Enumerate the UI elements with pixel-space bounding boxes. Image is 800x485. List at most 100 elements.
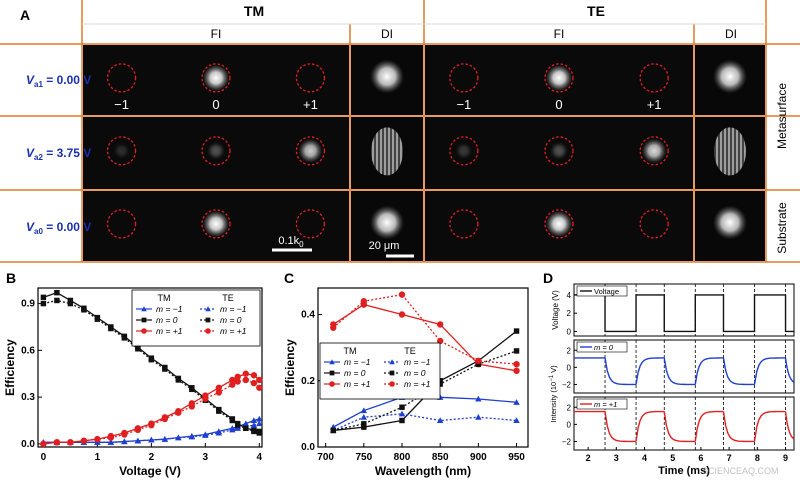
- diffraction-spot: [202, 210, 230, 238]
- data-point: [175, 377, 182, 383]
- panel-b: B 0 1 2 3 4 0.0 0.3 0.6 0.9 Voltage (V) Efficiency…: [3, 270, 263, 478]
- data-point: [141, 328, 147, 334]
- legend-header: TM: [158, 293, 171, 303]
- data-point: [121, 438, 128, 445]
- data-point: [53, 439, 61, 446]
- data-point: [234, 373, 241, 381]
- panel-a-label: A: [20, 7, 30, 23]
- legend-box: [576, 285, 628, 297]
- order-circle: [449, 209, 479, 239]
- x-axis-label: Voltage (V): [119, 464, 181, 478]
- data-point: [134, 426, 142, 434]
- y-tick-label: 0.0: [301, 442, 315, 453]
- x-tick-label: 3: [614, 453, 619, 463]
- x-tick-label: 5: [670, 453, 675, 463]
- data-point: [389, 359, 395, 365]
- y-axis-label: Efficiency: [3, 339, 17, 396]
- tm-di-header: DI: [381, 27, 393, 41]
- x-tick-label: 1: [95, 452, 101, 463]
- diffraction-spot: [550, 141, 568, 160]
- y-tick-label: 0: [567, 327, 572, 336]
- data-point: [513, 328, 520, 334]
- data-point: [229, 381, 236, 388]
- data-point: [243, 425, 249, 432]
- series-line: [333, 330, 517, 432]
- data-point: [436, 417, 444, 424]
- data-point: [215, 384, 223, 391]
- legend-header: TE: [222, 293, 234, 303]
- y-tick-label: 0: [567, 420, 572, 429]
- x-tick-label: 900: [470, 452, 487, 463]
- x-tick-label: 750: [355, 452, 372, 463]
- data-point: [250, 417, 258, 424]
- x-tick-label: 8: [755, 453, 760, 463]
- data-point: [80, 437, 88, 444]
- data-point: [436, 321, 444, 328]
- data-point: [141, 317, 147, 323]
- data-point: [107, 439, 115, 445]
- x-tick-label: 800: [394, 452, 411, 463]
- signal-trace: [574, 410, 795, 443]
- data-point: [40, 300, 47, 307]
- y-tick-label: 4: [567, 291, 572, 300]
- order-circle: [201, 136, 231, 166]
- data-point: [205, 328, 211, 334]
- panel-a-images: −1 0 +1 −1 0 +1 0.1k0 20 μm: [83, 45, 765, 261]
- data-point: [216, 408, 222, 414]
- legend-label: m = +1: [156, 326, 183, 336]
- scalebar-um-label: 20 μm: [369, 240, 400, 252]
- row-label-va0: Va0 = 0.00 V: [26, 220, 91, 236]
- legend-label: Voltage: [594, 287, 619, 296]
- watermark: SCIENCEAQ.COM: [702, 466, 779, 476]
- data-point: [242, 370, 250, 377]
- data-point: [54, 289, 60, 296]
- data-point: [513, 367, 520, 375]
- data-point: [256, 384, 263, 391]
- order-label: 0: [555, 97, 562, 112]
- y-tick-label: 2: [567, 346, 572, 355]
- x-tick-label: 9: [783, 453, 788, 463]
- order-circle: [449, 63, 479, 93]
- legend-header: TE: [404, 346, 416, 356]
- te-header: TE: [587, 3, 605, 19]
- data-point: [256, 430, 263, 436]
- y-axis-label: Efficiency: [283, 339, 297, 396]
- order-label: −1: [456, 97, 471, 112]
- signal-trace: [574, 357, 795, 386]
- data-point: [229, 376, 236, 384]
- series-line: [43, 373, 260, 445]
- data-point: [40, 440, 47, 448]
- te-fi-header: FI: [554, 27, 565, 41]
- data-point: [67, 300, 74, 307]
- legend-label: m = +1: [344, 379, 371, 389]
- data-point: [234, 422, 241, 428]
- data-point: [398, 291, 406, 298]
- x-tick-label: 3: [203, 452, 209, 463]
- data-point: [161, 436, 169, 442]
- legend-label: m = −1: [404, 357, 431, 367]
- panel-c: C 700 750 800 850 900 950 0.0 0.2 0.4 Wavelength …: [283, 270, 529, 478]
- data-point: [360, 407, 368, 414]
- plot-frame: [317, 287, 529, 448]
- y-tick-label: 0.4: [301, 310, 315, 321]
- data-point: [256, 415, 263, 422]
- x-tick-label: 0: [41, 452, 47, 463]
- di-spot: [713, 205, 747, 240]
- data-point: [250, 372, 258, 379]
- y-tick-label: 2: [567, 309, 572, 318]
- legend-label: m = −1: [156, 304, 183, 314]
- x-tick-label: 6: [698, 453, 703, 463]
- x-axis-label: Wavelength (nm): [375, 464, 471, 478]
- tm-header: TM: [244, 3, 264, 19]
- data-point: [389, 370, 395, 376]
- order-circle: [295, 209, 326, 239]
- di-fringe: [714, 127, 746, 176]
- data-point: [40, 294, 47, 301]
- data-point: [94, 436, 101, 443]
- x-tick-label: 4: [257, 452, 263, 463]
- data-point: [475, 413, 482, 420]
- x-tick-label: 7: [727, 453, 732, 463]
- subplot-frame: [573, 339, 795, 394]
- row-label-va1: Va1 = 0.00 V: [26, 73, 91, 89]
- legend-header: TM: [344, 346, 357, 356]
